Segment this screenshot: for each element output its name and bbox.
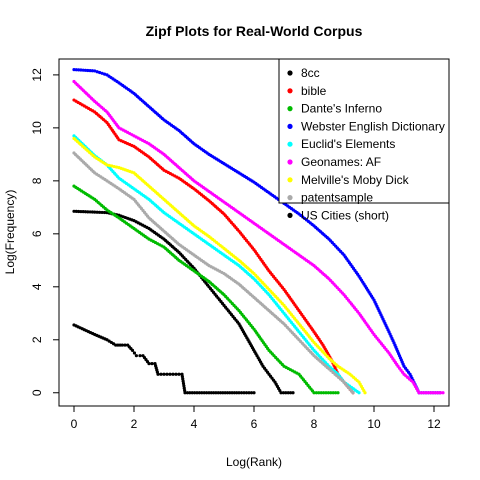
data-point (159, 373, 162, 376)
x-tick-label: 8 (311, 417, 318, 431)
x-axis-label: Log(Rank) (226, 455, 282, 469)
x-tick-label: 6 (251, 417, 258, 431)
legend-marker (287, 124, 292, 129)
legend-marker (287, 195, 292, 200)
legend-label: 8cc (301, 66, 320, 80)
data-point (168, 373, 171, 376)
legend-label: Webster English Dictionary (301, 119, 445, 133)
data-point (150, 362, 153, 365)
data-point (357, 391, 360, 394)
data-point (252, 391, 255, 394)
x-tick-label: 2 (131, 417, 138, 431)
data-point (131, 349, 134, 352)
legend-marker (287, 88, 292, 93)
data-point (135, 354, 138, 357)
y-tick-label: 12 (30, 68, 44, 82)
data-point (363, 391, 366, 394)
legend-marker (287, 106, 292, 111)
x-tick-label: 4 (191, 417, 198, 431)
y-tick-label: 2 (30, 336, 44, 343)
data-point (171, 373, 174, 376)
legend-marker (287, 70, 292, 75)
data-point (441, 391, 444, 394)
data-point (351, 391, 354, 394)
legend-label: bible (301, 84, 327, 98)
chart-title: Zipf Plots for Real-World Corpus (146, 23, 363, 39)
legend-marker (287, 213, 292, 218)
legend-marker (287, 159, 292, 164)
legend-marker (287, 142, 292, 147)
data-point (147, 362, 150, 365)
y-tick-label: 6 (30, 230, 44, 237)
data-point (133, 351, 136, 354)
data-point (165, 373, 168, 376)
x-tick-label: 0 (71, 417, 78, 431)
x-tick-label: 10 (367, 417, 381, 431)
data-point (174, 373, 177, 376)
data-point (336, 391, 339, 394)
legend-label: patentsample (301, 191, 373, 205)
data-point (156, 373, 159, 376)
legend-label: Euclid's Elements (301, 137, 395, 151)
legend: 8cc bible Dante's Inferno Webster English D… (279, 59, 449, 222)
legend-label: Geonames: AF (301, 155, 381, 169)
y-tick-label: 10 (30, 121, 44, 135)
data-point (291, 391, 294, 394)
y-tick-label: 0 (30, 389, 44, 396)
legend-label: US Cities (short) (301, 208, 389, 222)
legend-label: Melville's Moby Dick (301, 173, 410, 187)
data-point (162, 373, 165, 376)
y-tick-label: 4 (30, 283, 44, 290)
x-tick-label: 12 (427, 417, 441, 431)
legend-marker (287, 177, 292, 182)
legend-label: Dante's Inferno (301, 102, 382, 116)
y-axis-label: Log(Frequency) (3, 190, 17, 275)
y-tick-label: 8 (30, 177, 44, 184)
data-point (177, 373, 180, 376)
data-point (138, 354, 141, 357)
